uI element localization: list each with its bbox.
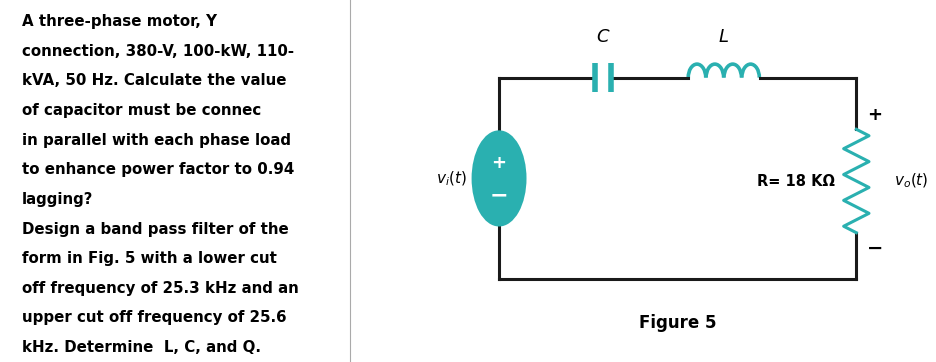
Text: connection, 380-V, 100-kW, 110-: connection, 380-V, 100-kW, 110-	[22, 44, 294, 59]
Text: −: −	[490, 185, 508, 205]
Text: +: +	[491, 154, 506, 172]
Text: off frequency of 25.3 kHz and an: off frequency of 25.3 kHz and an	[22, 281, 298, 296]
Text: kHz. Determine  L, C, and Q.: kHz. Determine L, C, and Q.	[22, 340, 260, 355]
Text: in parallel with each phase load: in parallel with each phase load	[22, 133, 290, 148]
Text: Figure 5: Figure 5	[638, 314, 716, 332]
Text: upper cut off frequency of 25.6: upper cut off frequency of 25.6	[22, 310, 285, 325]
Text: $C$: $C$	[595, 28, 609, 46]
Text: −: −	[866, 239, 882, 258]
Text: lagging?: lagging?	[22, 192, 93, 207]
Text: of capacitor must be conneс: of capacitor must be conneс	[22, 103, 260, 118]
Text: $L$: $L$	[718, 28, 728, 46]
Text: $v_o(t)$: $v_o(t)$	[893, 172, 928, 190]
Text: A three-phase motor, Y: A three-phase motor, Y	[22, 14, 216, 29]
Text: form in Fig. 5 with a lower cut: form in Fig. 5 with a lower cut	[22, 251, 276, 266]
Text: to enhance power factor to 0.94: to enhance power factor to 0.94	[22, 162, 294, 177]
Ellipse shape	[473, 132, 524, 225]
Text: +: +	[867, 106, 882, 124]
Text: R= 18 KΩ: R= 18 KΩ	[755, 173, 834, 189]
Text: Design a band pass filter of the: Design a band pass filter of the	[22, 222, 288, 236]
Text: $v_i(t)$: $v_i(t)$	[436, 169, 467, 188]
Text: kVA, 50 Hz. Calculate the value: kVA, 50 Hz. Calculate the value	[22, 73, 285, 88]
